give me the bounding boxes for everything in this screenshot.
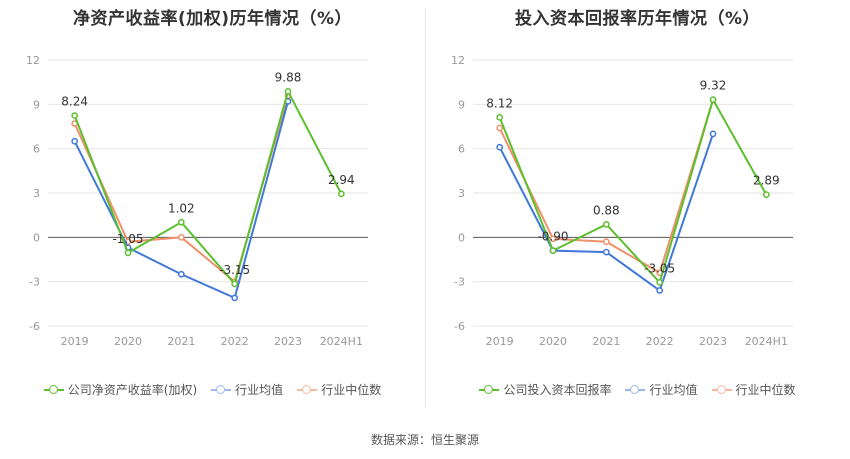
data-point — [496, 113, 504, 121]
legend-swatch-industry-median — [711, 384, 732, 395]
roic-legend: 公司投入资本回报率 行业均值 行业中位数 — [425, 381, 850, 398]
legend-item-company[interactable]: 公司投入资本回报率 — [479, 381, 611, 398]
roe-plot: 12 9 6 3 0 -3 -6 2019 2020 2021 2022 2023 2024H1 8.24… — [26, 54, 368, 348]
y-tick-label: 6 — [458, 143, 465, 156]
legend-swatch-industry-avg — [625, 384, 646, 395]
y-tick-label: 12 — [26, 54, 40, 67]
data-point — [549, 235, 557, 243]
data-label: 9.32 — [700, 79, 727, 93]
series-line-company — [73, 88, 343, 286]
x-tick-label: 2023 — [699, 335, 727, 348]
y-tick-label: -6 — [454, 320, 465, 333]
legend-item-company[interactable]: 公司净资产收益率(加权) — [43, 381, 198, 398]
x-tick-label: 2020 — [539, 335, 567, 348]
data-point — [709, 130, 717, 138]
data-label: 2.94 — [328, 173, 355, 187]
legend-label: 公司投入资本回报率 — [503, 383, 612, 397]
x-tick-label: 2022 — [221, 335, 249, 348]
data-point — [71, 137, 79, 145]
legend-label: 行业均值 — [235, 383, 284, 397]
roe-legend: 公司净资产收益率(加权) 行业均值 行业中位数 — [0, 381, 425, 398]
data-point — [762, 191, 770, 198]
data-point — [177, 270, 185, 278]
data-point — [656, 287, 664, 294]
data-source: 数据来源：恒生聚源 — [370, 433, 479, 447]
x-tick-label: 2019 — [61, 335, 89, 348]
y-tick-label: -3 — [454, 276, 465, 289]
data-point — [337, 190, 345, 198]
legend-swatch-industry-avg — [211, 384, 232, 395]
data-point — [177, 233, 185, 241]
legend-item-industry-avg[interactable]: 行业均值 — [211, 381, 283, 398]
legend-label: 行业中位数 — [321, 383, 382, 397]
data-point — [709, 96, 717, 103]
x-tick-label: 2024H1 — [745, 335, 788, 348]
legend-item-industry-avg[interactable]: 行业均值 — [625, 381, 698, 398]
data-label: -3.15 — [219, 263, 250, 277]
data-point — [177, 218, 185, 226]
data-label: 0.88 — [593, 203, 620, 217]
data-point — [602, 248, 610, 256]
y-tick-label: 0 — [33, 231, 40, 244]
data-point — [124, 249, 132, 257]
x-tick-label: 2021 — [592, 335, 620, 348]
legend-item-industry-median[interactable]: 行业中位数 — [297, 381, 381, 398]
data-point — [71, 112, 79, 119]
panel-divider — [425, 8, 426, 408]
y-tick-label: 9 — [458, 98, 465, 111]
chart-title: 投入资本回报率历年情况（%） — [514, 9, 761, 29]
legend-label: 行业均值 — [649, 383, 698, 397]
data-label: 2.89 — [753, 174, 780, 188]
legend-item-industry-median[interactable]: 行业中位数 — [711, 381, 796, 398]
y-tick-label: 3 — [33, 187, 40, 200]
y-tick-label: -3 — [29, 276, 40, 289]
roic-chart: 投入资本回报率历年情况（%） 12 9 6 3 0 -3 -6 2019 2020 2021 202… — [425, 0, 850, 410]
legend-swatch-company — [479, 384, 500, 395]
data-label: -3.05 — [644, 261, 675, 275]
x-tick-label: 2022 — [646, 335, 674, 348]
legend-swatch-industry-median — [297, 384, 318, 395]
series-line-industry_median — [73, 95, 289, 284]
x-tick-label: 2021 — [167, 335, 195, 348]
x-tick-label: 2024H1 — [320, 335, 363, 348]
data-point — [496, 124, 504, 132]
chart-title: 净资产收益率(加权)历年情况（%） — [72, 9, 353, 29]
data-label: 9.88 — [275, 70, 302, 84]
data-point — [231, 280, 239, 288]
data-label: 8.12 — [486, 96, 513, 110]
series-line-industry_median — [498, 99, 714, 275]
data-point — [496, 143, 504, 151]
roe-chart: 净资产收益率(加权)历年情况（%） 12 9 6 3 0 -3 -6 2019 2020 2021… — [0, 0, 425, 410]
legend-label: 公司净资产收益率(加权) — [67, 383, 198, 397]
x-tick-label: 2019 — [486, 335, 514, 348]
data-point — [602, 220, 610, 228]
series-line-company — [498, 97, 768, 285]
y-tick-label: 0 — [458, 231, 465, 244]
data-label: 1.02 — [168, 201, 195, 215]
y-tick-label: 12 — [451, 54, 465, 67]
data-point — [284, 87, 292, 95]
data-point — [656, 279, 664, 286]
data-label: -0.90 — [537, 230, 568, 244]
data-label: 8.24 — [61, 95, 88, 109]
legend-label: 行业中位数 — [735, 383, 796, 397]
x-tick-label: 2020 — [114, 335, 142, 348]
y-tick-label: -6 — [29, 320, 40, 333]
y-tick-label: 6 — [33, 143, 40, 156]
y-tick-label: 9 — [33, 98, 40, 111]
data-point — [549, 247, 557, 254]
legend-swatch-company — [43, 384, 64, 395]
data-point — [231, 294, 239, 302]
data-label: -1.05 — [112, 232, 143, 246]
y-tick-label: 3 — [458, 187, 465, 200]
roic-plot: 12 9 6 3 0 -3 -6 2019 2020 2021 2022 2023 2024H1 8.12… — [451, 54, 793, 348]
data-point — [602, 238, 610, 246]
x-tick-label: 2023 — [274, 335, 302, 348]
